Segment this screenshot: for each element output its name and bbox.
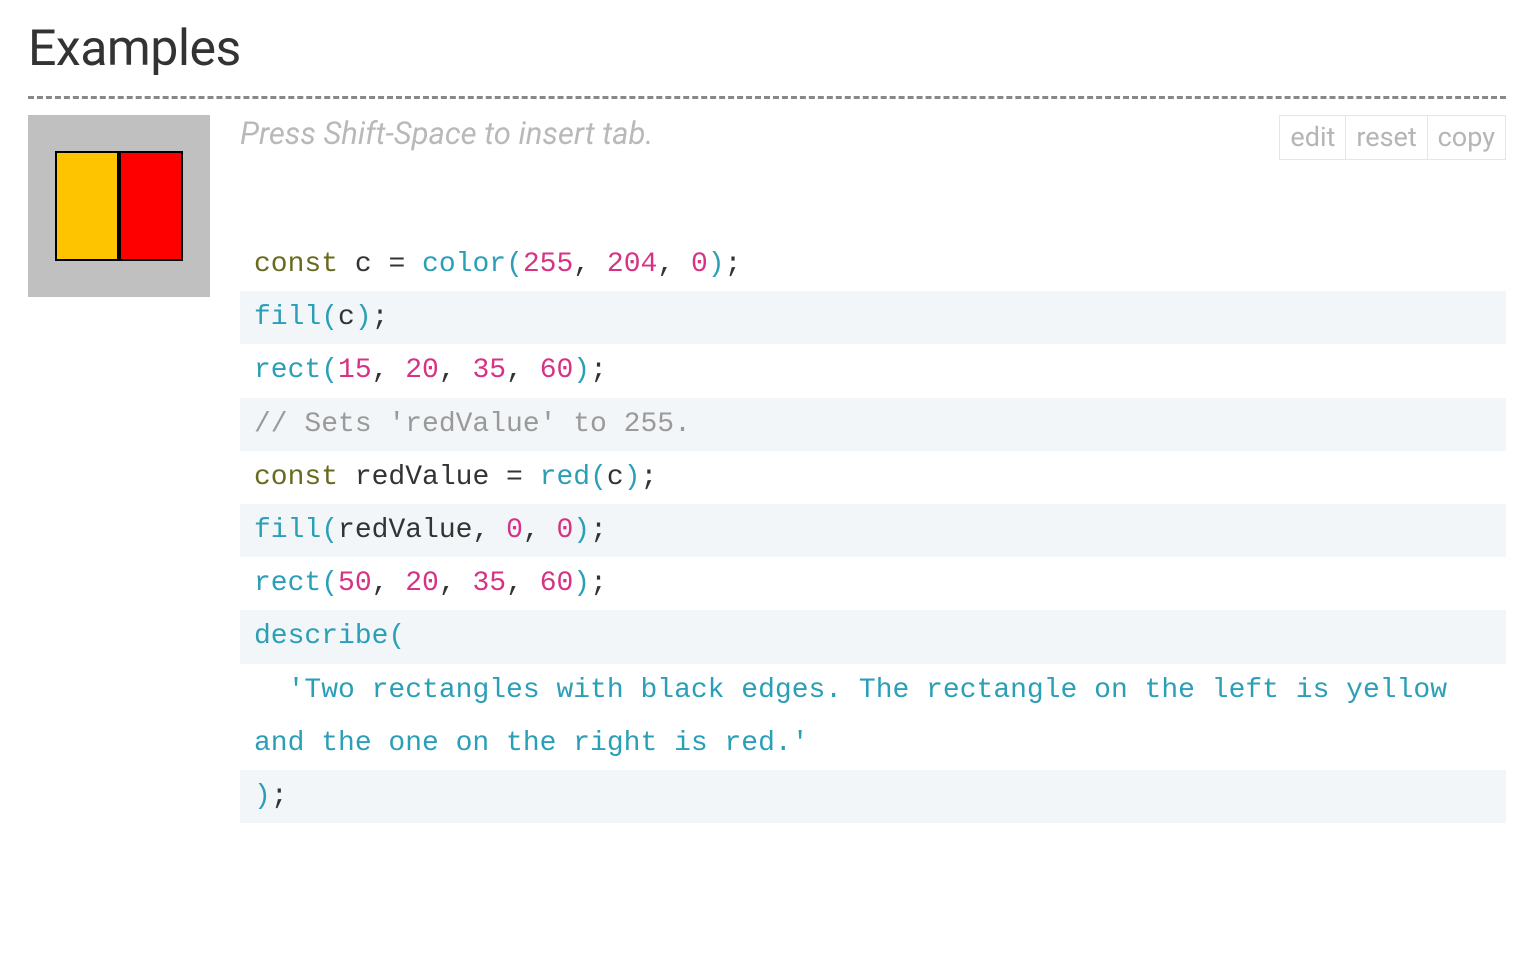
- token-punct: ;: [725, 249, 742, 280]
- token-punct: ;: [372, 302, 389, 333]
- token-keyword: const: [254, 249, 338, 280]
- token-num: 35: [472, 355, 506, 386]
- token-punct-call: ): [573, 515, 590, 546]
- token-punct: ,: [372, 355, 406, 386]
- token-punct: ;: [590, 568, 607, 599]
- code-line: describe(: [240, 610, 1506, 663]
- token-punct-call: (: [321, 355, 338, 386]
- code-line: fill(redValue, 0, 0);: [240, 504, 1506, 557]
- token-op: =: [388, 249, 422, 280]
- token-ident: c: [338, 302, 355, 333]
- token-num: 20: [405, 568, 439, 599]
- canvas-rect-0: [55, 151, 119, 260]
- token-ident: redValue: [338, 462, 506, 493]
- example-canvas: [28, 115, 210, 297]
- token-func: rect: [254, 568, 321, 599]
- token-punct: ,: [506, 355, 540, 386]
- token-punct: ,: [573, 249, 607, 280]
- token-num: 0: [506, 515, 523, 546]
- token-num: 50: [338, 568, 372, 599]
- token-punct-call: ): [254, 781, 271, 812]
- code-panel: Press Shift-Space to insert tab. edit re…: [240, 107, 1506, 823]
- token-punct-call: (: [590, 462, 607, 493]
- code-line: const c = color(255, 204, 0);: [240, 238, 1506, 291]
- token-num: 0: [556, 515, 573, 546]
- token-func: fill: [254, 515, 321, 546]
- code-line: );: [240, 770, 1506, 823]
- token-func: describe: [254, 621, 388, 652]
- token-punct: ;: [590, 355, 607, 386]
- token-punct-call: ): [573, 568, 590, 599]
- token-func: rect: [254, 355, 321, 386]
- code-line: fill(c);: [240, 291, 1506, 344]
- token-punct-call: (: [321, 515, 338, 546]
- token-punct-call: ): [624, 462, 641, 493]
- token-punct: ;: [641, 462, 658, 493]
- reset-button[interactable]: reset: [1345, 115, 1427, 160]
- token-op: =: [506, 462, 540, 493]
- token-punct-call: (: [506, 249, 523, 280]
- token-punct: ,: [472, 515, 506, 546]
- token-num: 35: [472, 568, 506, 599]
- token-num: 20: [405, 355, 439, 386]
- section-title: Examples: [28, 20, 1506, 78]
- token-punct: ,: [657, 249, 691, 280]
- token-punct-call: (: [388, 621, 405, 652]
- edit-button[interactable]: edit: [1279, 115, 1346, 160]
- token-punct: ,: [506, 568, 540, 599]
- code-block[interactable]: const c = color(255, 204, 0);fill(c);rec…: [240, 238, 1506, 823]
- section-divider: [28, 96, 1506, 99]
- token-punct: ;: [590, 515, 607, 546]
- token-punct-call: (: [321, 302, 338, 333]
- token-punct-call: ): [708, 249, 725, 280]
- token-num: 255: [523, 249, 573, 280]
- token-num: 204: [607, 249, 657, 280]
- copy-button[interactable]: copy: [1427, 115, 1506, 160]
- token-func: fill: [254, 302, 321, 333]
- token-punct: ,: [372, 568, 406, 599]
- token-punct: ,: [523, 515, 557, 546]
- token-num: 15: [338, 355, 372, 386]
- token-string: 'Two rectangles with black edges. The re…: [254, 675, 1464, 759]
- token-num: 60: [540, 355, 574, 386]
- token-ident: redValue: [338, 515, 472, 546]
- code-line: 'Two rectangles with black edges. The re…: [240, 664, 1506, 770]
- token-punct-call: ): [355, 302, 372, 333]
- action-bar: edit reset copy: [1279, 115, 1506, 160]
- token-keyword: const: [254, 462, 338, 493]
- token-punct: ,: [439, 568, 473, 599]
- token-ident: c: [607, 462, 624, 493]
- code-line: rect(15, 20, 35, 60);: [240, 344, 1506, 397]
- token-num: 60: [540, 568, 574, 599]
- token-num: 0: [691, 249, 708, 280]
- token-punct: ;: [271, 781, 288, 812]
- token-comment: // Sets 'redValue' to 255.: [254, 409, 691, 440]
- token-punct-call: (: [321, 568, 338, 599]
- code-line: // Sets 'redValue' to 255.: [240, 398, 1506, 451]
- canvas-rect-1: [119, 151, 183, 260]
- code-line: const redValue = red(c);: [240, 451, 1506, 504]
- token-punct-call: ): [573, 355, 590, 386]
- example-row: Press Shift-Space to insert tab. edit re…: [28, 107, 1506, 823]
- token-ident: c: [338, 249, 388, 280]
- token-punct: ,: [439, 355, 473, 386]
- token-func: color: [422, 249, 506, 280]
- token-func: red: [540, 462, 590, 493]
- code-line: rect(50, 20, 35, 60);: [240, 557, 1506, 610]
